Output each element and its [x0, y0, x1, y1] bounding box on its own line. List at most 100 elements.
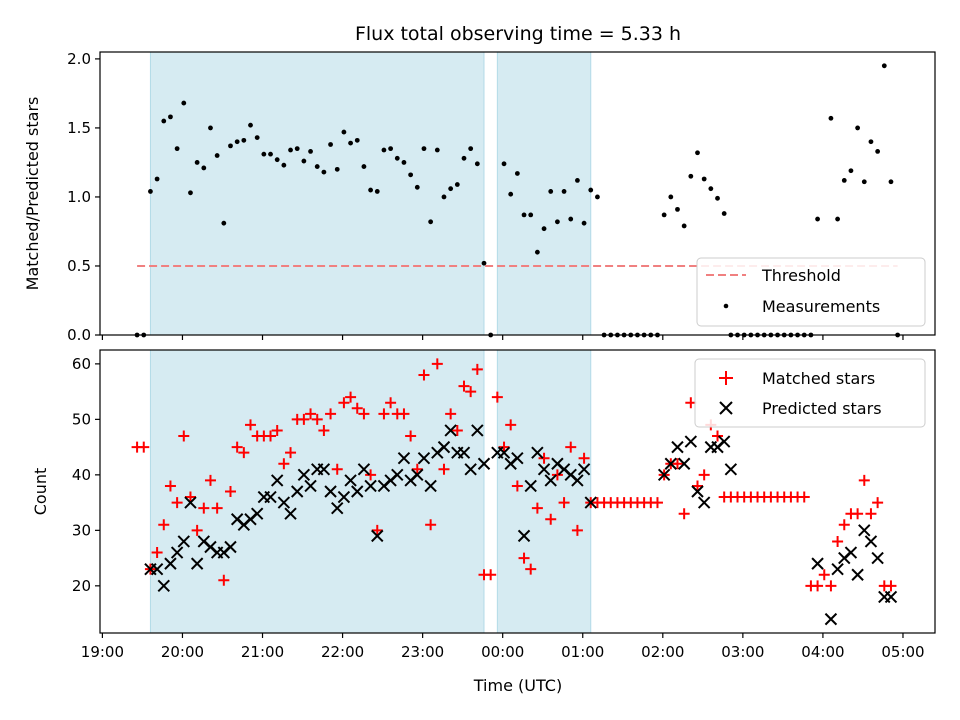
measurement-point	[228, 143, 233, 149]
measurement-point	[194, 160, 200, 165]
predicted-star-marker	[444, 424, 457, 437]
matched-star-marker	[558, 497, 570, 509]
measurement-point	[161, 118, 167, 124]
matched-star-marker	[198, 502, 210, 514]
matched-star-marker	[405, 430, 417, 442]
ratio-panel-y-axis: 0.0 0.5 1.0 1.5 2.0	[67, 50, 100, 344]
measurement-point	[534, 249, 540, 255]
measurement-point	[474, 161, 480, 167]
matched-star-marker	[345, 391, 357, 403]
predicted-star-marker	[497, 446, 511, 459]
measurement-point	[561, 189, 567, 194]
measurement-point	[274, 157, 280, 163]
measurement-point	[154, 176, 160, 182]
measurement-point	[308, 148, 313, 154]
predicted-star-marker	[864, 535, 878, 548]
measurement-point	[508, 191, 514, 197]
measurement-point	[428, 219, 434, 225]
measurement-point	[828, 115, 834, 121]
matched-star-marker	[398, 408, 410, 420]
ratio-y-tick-label: 1.5	[67, 119, 91, 137]
x-tick-label: 02:00	[641, 643, 684, 661]
x-tick-label: 03:00	[721, 643, 764, 661]
count-y-tick-label: 40	[72, 466, 91, 484]
matched-star-marker	[538, 452, 550, 464]
x-tick-label: 20:00	[161, 643, 204, 661]
measurement-point	[708, 186, 714, 192]
ratio-panel-legend: Threshold Measurements	[696, 257, 926, 327]
matched-star-marker	[565, 441, 577, 453]
predicted-star-marker	[157, 579, 170, 593]
x-tick-label: 19:00	[81, 643, 124, 661]
matched-star-marker	[245, 419, 257, 431]
measurement-point	[521, 212, 527, 218]
predicted-star-marker	[164, 557, 177, 570]
matched-star-marker	[238, 447, 250, 459]
measurement-point	[241, 137, 247, 143]
matched-star-marker	[351, 402, 363, 414]
measurement-point	[221, 220, 227, 226]
predicted-star-marker	[871, 551, 884, 565]
measurement-point	[181, 100, 187, 106]
count-panel-shaded-intervals	[149, 349, 592, 634]
ratio-y-tick-label: 2.0	[67, 50, 91, 68]
threshold-legend-label: Threshold	[761, 266, 841, 285]
predicted-star-marker	[531, 446, 544, 459]
predicted-star-marker	[684, 435, 698, 448]
measurement-point	[234, 139, 240, 145]
matched-star-marker	[418, 369, 430, 381]
predicted-star-marker	[351, 485, 364, 498]
measurement-point	[261, 151, 267, 157]
measurement-point	[468, 146, 474, 152]
predicted-star-marker	[270, 474, 284, 487]
measurement-point	[328, 142, 333, 147]
measurement-point	[341, 129, 347, 135]
measurement-point	[168, 114, 173, 120]
predicted-star-marker	[517, 529, 531, 543]
matched-star-marker	[571, 524, 583, 536]
predicted-star-marker	[304, 479, 317, 493]
predicted-star-marker	[250, 507, 264, 520]
measurement-point	[661, 212, 667, 218]
measurement-point	[254, 135, 260, 140]
predicted-star-marker	[177, 535, 191, 548]
predicted-star-marker	[411, 468, 424, 482]
predicted-star-marker	[824, 612, 838, 626]
predicted-star-marker	[477, 457, 491, 470]
matched-star-marker	[491, 391, 503, 403]
measurement-point	[675, 206, 680, 212]
matched-star-marker	[798, 491, 810, 503]
matched-star-marker	[338, 397, 350, 409]
predicted-star-marker	[284, 507, 297, 520]
measurement-point	[214, 153, 220, 158]
predicted-stars-points	[144, 424, 898, 626]
matched-star-marker	[832, 535, 844, 547]
measurement-point	[421, 146, 427, 152]
measurement-point	[401, 160, 407, 165]
matched-star-marker	[838, 519, 850, 531]
x-tick-label: 22:00	[321, 643, 364, 661]
measurement-point	[721, 211, 727, 216]
matched-star-marker	[578, 452, 590, 464]
x-axis-label: Time (UTC)	[473, 676, 562, 695]
measurement-point	[201, 165, 207, 171]
measurement-point	[881, 63, 887, 69]
measurement-point	[875, 148, 881, 154]
measurement-point	[528, 212, 534, 218]
predicted-star-marker	[264, 490, 277, 504]
ratio-y-tick-label: 0.5	[67, 257, 91, 275]
matched-star-marker	[218, 574, 230, 586]
matched-star-marker	[852, 508, 864, 520]
x-tick-label: 23:00	[401, 643, 444, 661]
measurement-point	[861, 179, 867, 185]
predicted-star-marker	[691, 485, 704, 498]
matched-star-marker	[511, 480, 523, 492]
predicted-star-marker	[724, 463, 738, 476]
count-y-tick-label: 50	[72, 410, 91, 428]
ratio-panel-y-label: Matched/Predicted stars	[23, 97, 42, 291]
measurement-point	[815, 216, 820, 222]
measurement-point	[314, 164, 320, 169]
measurement-point	[575, 177, 580, 183]
measurement-point	[848, 168, 854, 174]
predicted-star-marker	[697, 496, 711, 509]
